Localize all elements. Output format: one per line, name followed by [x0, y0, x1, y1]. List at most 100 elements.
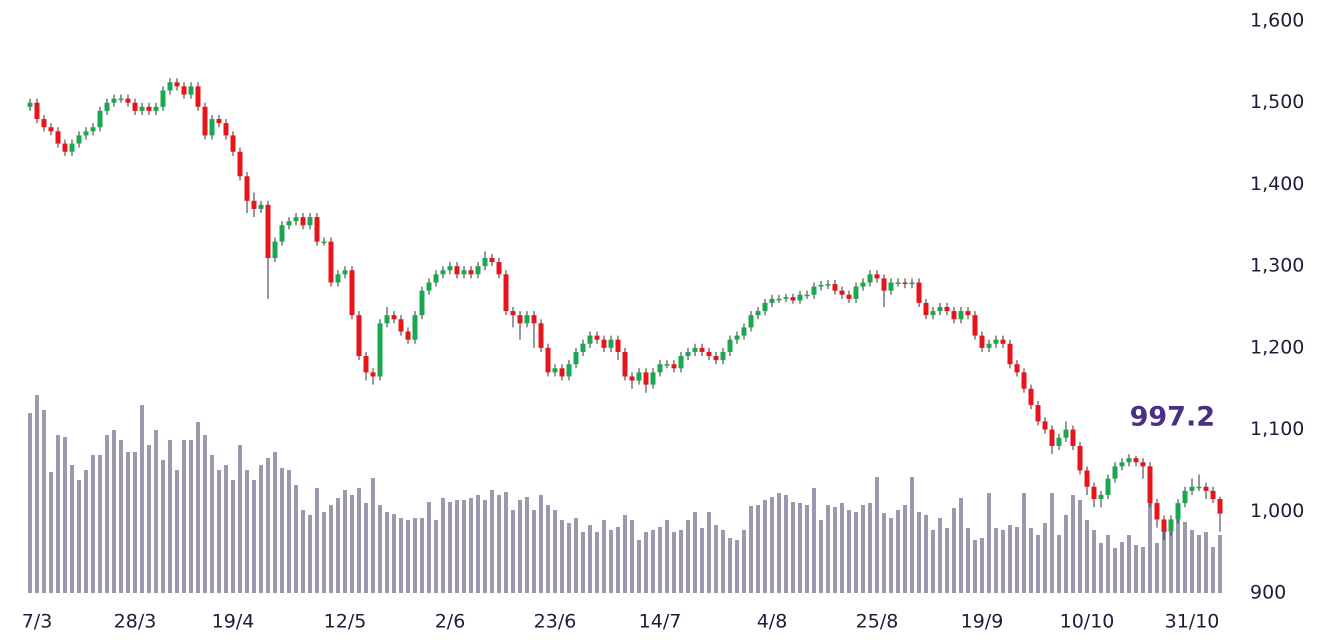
volume-bar — [658, 527, 662, 593]
volume-bar — [343, 490, 347, 593]
candle-body — [769, 298, 775, 303]
volume-bar — [679, 530, 683, 593]
candle-body — [818, 284, 824, 287]
volume-bar — [140, 405, 144, 593]
candle-body — [748, 315, 754, 328]
candle-body — [83, 131, 89, 136]
candle-body — [55, 131, 61, 144]
volume-bar — [322, 512, 326, 593]
y-tick-label: 900 — [1250, 582, 1286, 604]
candle-body — [475, 266, 481, 275]
volume-bar — [126, 452, 130, 593]
candle-body — [944, 307, 950, 312]
candle-body — [720, 351, 726, 361]
volume-bar — [399, 518, 403, 593]
candle-body — [524, 315, 530, 324]
volume-bar — [882, 513, 886, 593]
candle-body — [1028, 388, 1034, 406]
candle-body — [545, 347, 551, 373]
volume-bar — [168, 440, 172, 593]
candle-body — [615, 339, 621, 352]
volume-bar — [539, 495, 543, 593]
volume-bar — [665, 520, 669, 593]
volume-bar — [280, 468, 284, 593]
candle-body — [1084, 470, 1090, 487]
volume-bar — [1078, 500, 1082, 593]
candle-body — [930, 311, 936, 316]
candle-body — [951, 311, 957, 320]
candle-body — [328, 241, 334, 283]
volume-bar — [700, 528, 704, 593]
volume-bar — [973, 540, 977, 593]
candle-body — [804, 294, 810, 297]
candle-body — [664, 364, 670, 366]
volume-bar — [1162, 525, 1166, 593]
volume-bar — [357, 488, 361, 593]
volume-bar — [350, 495, 354, 593]
candle-body — [440, 270, 446, 275]
candle-body — [888, 282, 894, 291]
volume-bar — [1029, 528, 1033, 593]
volume-bar — [1218, 535, 1222, 593]
candle-body — [657, 364, 663, 373]
volume-bar — [385, 512, 389, 593]
volume-bar — [336, 498, 340, 593]
volume-bar — [595, 532, 599, 593]
candle-body — [923, 302, 929, 316]
candle-body — [1091, 486, 1097, 500]
candle-body — [118, 98, 124, 101]
volume-bar — [889, 518, 893, 593]
candle-body — [90, 127, 96, 132]
x-tick-label: 25/8 — [856, 611, 899, 633]
volume-bar — [238, 445, 242, 593]
volume-bar — [1169, 532, 1173, 593]
candle-body — [34, 102, 40, 120]
candle-body — [699, 347, 705, 352]
volume-bar — [119, 440, 123, 593]
volume-bar — [1008, 525, 1012, 593]
volume-bar — [938, 518, 942, 593]
candle-body — [48, 127, 54, 132]
candle-body — [776, 298, 782, 301]
volume-bar — [924, 515, 928, 593]
volume-bar — [203, 435, 207, 593]
candle-body — [286, 221, 292, 226]
x-tick-label: 19/4 — [212, 611, 255, 633]
candle-body — [426, 282, 432, 291]
candle-body — [965, 311, 971, 316]
volume-bar — [161, 460, 165, 593]
candle-body — [860, 282, 866, 287]
volume-bar — [1050, 493, 1054, 593]
volume-bar — [833, 507, 837, 593]
volume-bar — [756, 505, 760, 593]
candle-body — [881, 278, 887, 291]
candle-body — [531, 315, 537, 324]
volume-bar — [504, 492, 508, 593]
volume-bar — [1113, 548, 1117, 593]
candle-body — [146, 106, 152, 111]
volume-bar — [378, 505, 382, 593]
candle-body — [237, 151, 243, 177]
volume-bar — [497, 495, 501, 593]
volume-bar — [952, 508, 956, 593]
volume-bar — [1036, 535, 1040, 593]
volume-bar — [1204, 532, 1208, 593]
candle-body — [1175, 503, 1181, 520]
candle-body — [629, 376, 635, 381]
volume-bar — [427, 502, 431, 593]
volume-bar — [966, 528, 970, 593]
candle-body — [846, 294, 852, 299]
candle-body — [62, 143, 68, 152]
x-tick-label: 28/3 — [114, 611, 157, 633]
volume-bar — [196, 422, 200, 593]
candle-body — [314, 217, 320, 242]
volume-bar — [735, 540, 739, 593]
volume-bar — [616, 527, 620, 593]
candle-body — [580, 343, 586, 352]
candle-body — [552, 368, 558, 373]
candle-body — [1133, 458, 1139, 463]
volume-bar — [217, 470, 221, 593]
volume-bar — [1057, 535, 1061, 593]
candle-body — [874, 274, 880, 279]
